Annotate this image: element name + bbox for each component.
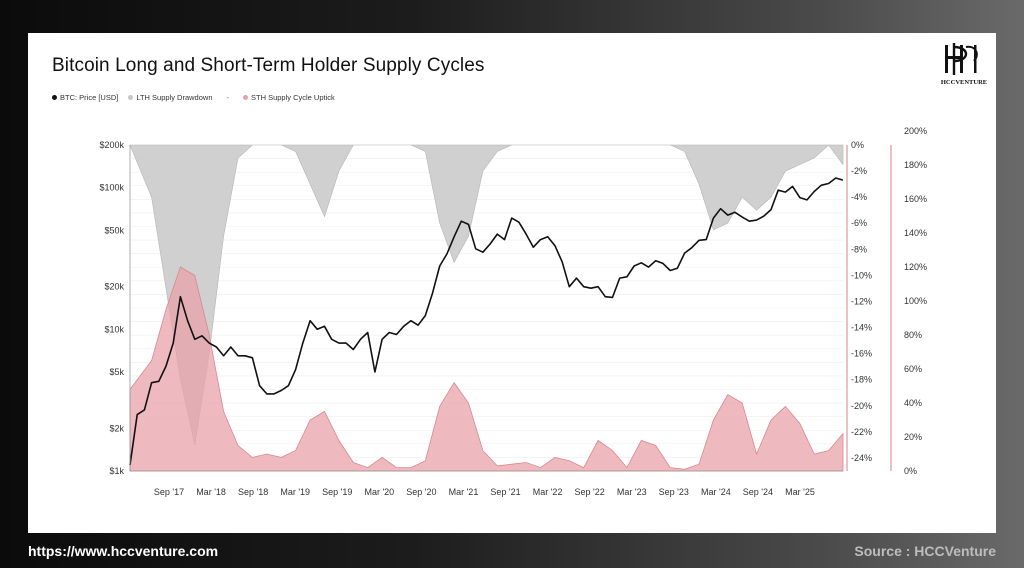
- x-tick-label: Sep '19: [322, 487, 352, 497]
- y-left-tick-label: $10k: [104, 324, 124, 334]
- y-sth-tick-label: 180%: [904, 160, 927, 170]
- y-sth-tick-label: 80%: [904, 330, 922, 340]
- legend-dot-price: [52, 95, 57, 100]
- legend-separator: -: [226, 93, 230, 102]
- chart-card: Bitcoin Long and Short-Term Holder Suppl…: [28, 33, 996, 533]
- x-tick-label: Sep '20: [406, 487, 436, 497]
- axes: $1k $2k $5k $10k $20k $50k $100k $200k 0% -2% -4% -…: [99, 126, 927, 497]
- x-tick-label: Mar '23: [617, 487, 647, 497]
- y-sth-tick-label: 20%: [904, 432, 922, 442]
- y-lth-tick-label: -2%: [851, 166, 867, 176]
- y-sth-tick-label: 40%: [904, 398, 922, 408]
- y-left-tick-label: $5k: [109, 367, 124, 377]
- chart-legend: BTC: Price [USD] LTH Supply Drawdown - S…: [52, 93, 335, 102]
- y-lth-tick-label: -18%: [851, 375, 872, 385]
- price-line-group: [129, 177, 844, 466]
- y-lth-tick-label: -6%: [851, 218, 867, 228]
- x-tick-label: Mar '24: [701, 487, 731, 497]
- x-tick-label: Sep '18: [238, 487, 268, 497]
- x-tick-label: Mar '20: [364, 487, 394, 497]
- legend-label-sth: STH Supply Cycle Uptick: [251, 93, 335, 102]
- lth-drawdown-area: [129, 144, 844, 445]
- y-sth-tick-label: 120%: [904, 262, 927, 272]
- x-tick-label: Mar '25: [785, 487, 815, 497]
- y-lth-tick-label: -16%: [851, 349, 872, 359]
- y-left-tick-label: $200k: [99, 140, 124, 150]
- y-left-tick-label: $20k: [104, 282, 124, 292]
- y-left-tick-label: $1k: [109, 466, 124, 476]
- legend-item-sth[interactable]: STH Supply Cycle Uptick: [243, 93, 335, 102]
- y-lth-tick-label: -8%: [851, 244, 867, 254]
- x-tick-label: Mar '19: [280, 487, 310, 497]
- y-sth-tick-label: 160%: [904, 194, 927, 204]
- x-tick-label: Sep '24: [743, 487, 773, 497]
- y-lth-tick-label: -10%: [851, 270, 872, 280]
- y-left-tick-label: $2k: [109, 423, 124, 433]
- y-lth-tick-label: -22%: [851, 427, 872, 437]
- btc-price-line: [129, 177, 844, 466]
- y-sth-tick-label: 0%: [904, 466, 917, 476]
- y-lth-tick-label: -12%: [851, 296, 872, 306]
- y-lth-tick-label: -20%: [851, 401, 872, 411]
- x-tick-label: Sep '21: [490, 487, 520, 497]
- y-lth-tick-label: -14%: [851, 323, 872, 333]
- x-tick-label: Sep '23: [659, 487, 689, 497]
- legend-label-lth: LTH Supply Drawdown: [136, 93, 213, 102]
- lth-area-group: [129, 144, 844, 445]
- svg-text:HCCVENTURE: HCCVENTURE: [941, 79, 987, 86]
- y-left-tick-label: $100k: [99, 183, 124, 193]
- x-tick-label: Sep '22: [575, 487, 605, 497]
- footer-source: Source : HCCVenture: [854, 543, 996, 559]
- x-tick-label: Mar '18: [196, 487, 226, 497]
- y-left-tick-label: $50k: [104, 225, 124, 235]
- sth-area-group: [129, 266, 844, 472]
- x-tick-label: Mar '22: [533, 487, 563, 497]
- y-sth-tick-label: 200%: [904, 126, 927, 136]
- legend-item-price[interactable]: BTC: Price [USD]: [52, 93, 118, 102]
- legend-dot-sth: [243, 95, 248, 100]
- x-tick-label: Sep '17: [154, 487, 184, 497]
- y-sth-tick-label: 100%: [904, 296, 927, 306]
- x-tick-label: Mar '21: [449, 487, 479, 497]
- y-lth-tick-label: 0%: [851, 140, 864, 150]
- chart-plot: $1k $2k $5k $10k $20k $50k $100k $200k 0% -2% -4% -…: [99, 126, 927, 497]
- y-lth-tick-label: -4%: [851, 192, 867, 202]
- legend-item-lth[interactable]: LTH Supply Drawdown: [128, 93, 213, 102]
- legend-dot-lth: [128, 95, 134, 100]
- hccventure-logo: HCCVENTURE: [941, 43, 987, 86]
- chart-title: Bitcoin Long and Short-Term Holder Suppl…: [52, 55, 485, 76]
- sth-uptick-area: [129, 266, 844, 472]
- y-sth-tick-label: 140%: [904, 228, 927, 238]
- footer-url-link[interactable]: https://www.hccventure.com: [28, 543, 219, 559]
- y-lth-tick-label: -24%: [851, 453, 872, 463]
- y-sth-tick-label: 60%: [904, 364, 922, 374]
- legend-label-price: BTC: Price [USD]: [60, 93, 119, 102]
